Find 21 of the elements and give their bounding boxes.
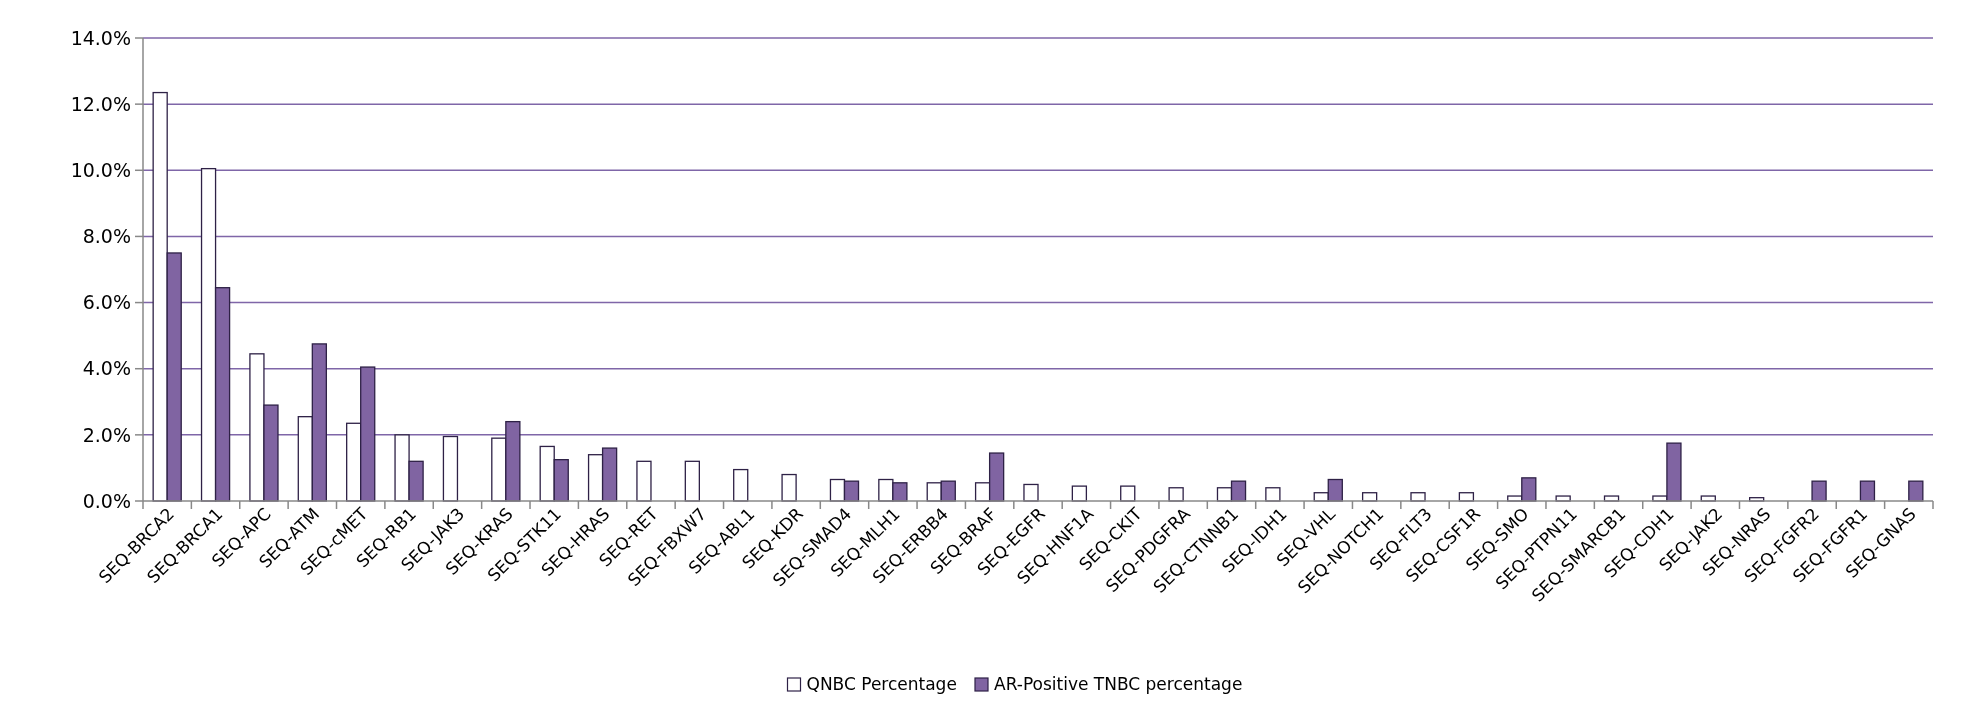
bar xyxy=(1023,483,1039,502)
bar xyxy=(1168,487,1184,502)
y-tick-label: 14.0% xyxy=(70,26,131,49)
y-tick-label: 0.0% xyxy=(82,489,131,512)
y-tick-label: 10.0% xyxy=(70,158,131,181)
bar xyxy=(1071,485,1088,502)
y-tick-label: 2.0% xyxy=(82,423,131,446)
bar xyxy=(684,460,700,502)
bar xyxy=(636,460,652,502)
y-tick-label: 8.0% xyxy=(82,225,131,248)
bar xyxy=(442,435,459,502)
bar xyxy=(733,468,749,502)
bar xyxy=(781,473,797,502)
y-tick-label: 4.0% xyxy=(82,357,131,380)
bar xyxy=(1120,485,1136,502)
y-tick-label: 6.0% xyxy=(82,291,131,314)
bar xyxy=(1265,487,1281,502)
legend-label: QNBC Percentage xyxy=(806,674,957,694)
y-tick-label: 12.0% xyxy=(70,92,131,115)
bar xyxy=(1811,480,1827,502)
legend-label: AR-Positive TNBC percentage xyxy=(994,674,1243,694)
